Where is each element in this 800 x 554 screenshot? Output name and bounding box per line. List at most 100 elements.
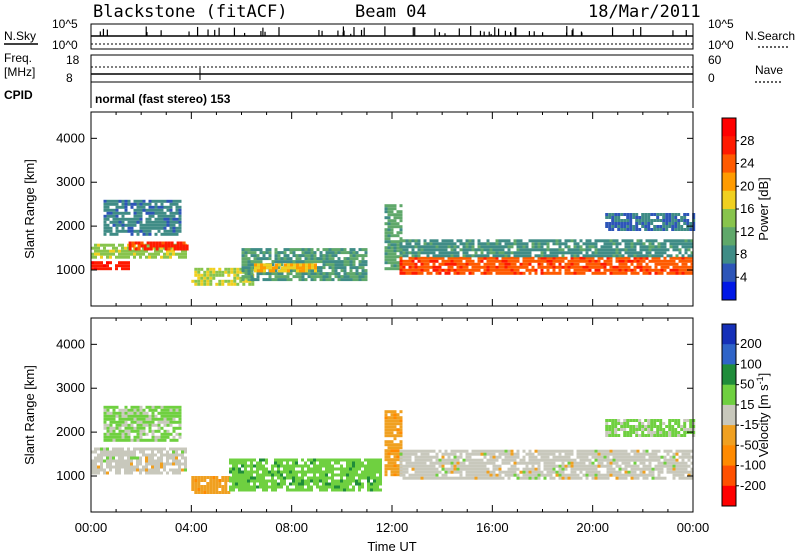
data-cell: [139, 420, 143, 424]
data-cell: [136, 232, 140, 236]
data-cell: [441, 251, 445, 255]
data-cell: [340, 251, 344, 255]
data-cell: [289, 470, 292, 474]
data-cell: [656, 425, 660, 428]
data-cell: [429, 455, 433, 459]
data-cell: [155, 247, 159, 251]
data-cell: [528, 449, 532, 453]
data-cell: [606, 464, 610, 468]
data-cell: [124, 459, 127, 463]
data-cell: [163, 217, 167, 221]
data-cell: [692, 419, 696, 422]
data-cell: [118, 432, 122, 436]
data-cell: [361, 485, 364, 489]
data-cell: [124, 264, 127, 268]
data-cell: [618, 467, 622, 471]
data-cell: [546, 248, 550, 252]
data-cell: [597, 254, 601, 258]
data-cell: [157, 459, 160, 463]
data-cell: [453, 259, 457, 263]
power-x-ticks: [90, 112, 694, 306]
data-cell: [337, 485, 340, 489]
data-cell: [498, 271, 502, 275]
data-cell: [444, 239, 448, 243]
data-cell: [145, 456, 148, 460]
data-cell: [112, 252, 115, 256]
data-cell: [352, 278, 356, 282]
data-cell: [516, 239, 520, 243]
data-cell: [477, 245, 481, 249]
data-cell: [121, 423, 125, 427]
data-cell: [292, 470, 295, 474]
data-cell: [588, 470, 592, 474]
data-cell: [218, 270, 222, 274]
data-cell: [405, 251, 409, 255]
data-cell: [109, 438, 113, 442]
data-cell: [540, 254, 544, 258]
data-cell: [250, 476, 253, 480]
data-cell: [600, 239, 604, 243]
data-cell: [552, 239, 556, 243]
data-cell: [426, 473, 430, 477]
data-cell: [684, 452, 688, 456]
data-cell: [328, 482, 331, 486]
data-cell: [280, 275, 284, 279]
data-cell: [633, 259, 637, 263]
data-cell: [471, 239, 475, 243]
data-cell: [668, 425, 672, 428]
data-cell: [103, 417, 107, 421]
data-cell: [396, 240, 400, 244]
data-cell: [130, 414, 134, 418]
data-cell: [239, 276, 243, 280]
data-cell: [172, 202, 176, 206]
data-cell: [163, 429, 167, 433]
data-cell: [109, 232, 113, 236]
data-cell: [97, 453, 100, 457]
data-cell: [633, 449, 637, 453]
data-cell: [456, 265, 460, 269]
data-cell: [615, 461, 619, 465]
data-cell: [103, 432, 107, 436]
data-cell: [684, 271, 688, 275]
data-cell: [417, 476, 421, 480]
data-cell: [178, 432, 182, 436]
data-cell: [498, 455, 502, 459]
data-cell: [271, 488, 274, 492]
data-cell: [615, 452, 619, 456]
data-cell: [555, 239, 559, 243]
data-cell: [477, 467, 481, 471]
data-cell: [130, 471, 133, 475]
data-cell: [516, 254, 520, 258]
data-cell: [393, 240, 397, 244]
data-cell: [432, 262, 436, 266]
data-cell: [118, 471, 121, 475]
data-cell: [390, 243, 394, 247]
data-cell: [396, 246, 400, 250]
data-cell: [154, 447, 157, 451]
data-cell: [274, 458, 277, 462]
data-cell: [648, 473, 652, 477]
data-cell: [447, 458, 451, 462]
data-cell: [148, 229, 152, 233]
data-cell: [200, 485, 204, 488]
data-cell: [169, 453, 172, 457]
data-cell: [244, 251, 248, 255]
data-cell: [621, 256, 625, 260]
data-cell: [477, 265, 481, 269]
data-cell: [145, 208, 149, 212]
data-cell: [142, 232, 146, 236]
data-cell: [477, 473, 481, 477]
data-cell: [561, 254, 565, 258]
data-cell: [690, 242, 694, 246]
data-cell: [130, 408, 134, 412]
data-cell: [540, 262, 544, 266]
data-cell: [507, 254, 511, 258]
data-cell: [178, 199, 182, 203]
data-cell: [642, 464, 646, 468]
data-cell: [133, 456, 136, 460]
data-cell: [352, 254, 356, 258]
data-cell: [662, 222, 666, 225]
data-cell: [662, 434, 666, 437]
data-cell: [402, 248, 406, 252]
data-cell: [203, 491, 207, 494]
